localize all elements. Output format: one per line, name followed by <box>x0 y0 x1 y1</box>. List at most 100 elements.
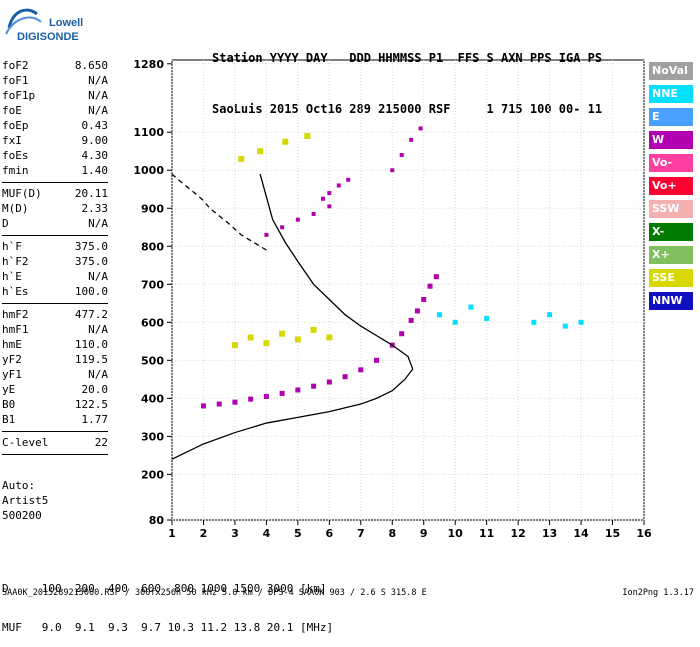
param-value: 20.11 <box>74 187 108 200</box>
third-hop-point <box>346 177 351 182</box>
param-row: hmE 110.0 <box>2 337 108 352</box>
header-line1: Station YYYY DAY DDD HHMMSS P1 FFS S AXN… <box>212 51 603 65</box>
es-cloud-point <box>257 148 264 155</box>
es-cloud-point <box>231 342 238 349</box>
second-hop-point <box>311 211 316 216</box>
param-row: foE N/A <box>2 103 108 118</box>
y-tick-label: 1100 <box>133 126 164 139</box>
legend-item: NoVal <box>649 62 693 80</box>
profile-extrapolation <box>171 173 267 251</box>
param-name: B1 <box>2 413 16 426</box>
f-trace-point <box>216 401 222 407</box>
es-cloud-point <box>294 336 301 343</box>
f-trace-point <box>427 283 433 289</box>
f-trace-point <box>326 379 332 385</box>
param-row: yF2 119.5 <box>2 352 108 367</box>
param-row: foEs 4.30 <box>2 148 108 163</box>
es-cloud-point <box>263 340 270 347</box>
x-tick-label: 14 <box>573 527 589 540</box>
param-name: hmF2 <box>2 308 29 321</box>
f-trace-point <box>399 331 405 337</box>
param-name: foEs <box>2 149 29 162</box>
muf-value-row: MUF 9.0 9.1 9.3 9.7 10.3 11.2 13.8 20.1 … <box>2 621 334 634</box>
param-name: yF2 <box>2 353 22 366</box>
spread-point <box>562 323 568 329</box>
param-value: 100.0 <box>74 285 108 298</box>
electron-density-profile <box>171 173 414 460</box>
param-divider <box>2 235 108 236</box>
x-tick-label: 7 <box>357 527 365 540</box>
f-trace-point <box>279 390 285 396</box>
legend-item: W <box>649 131 693 149</box>
auto-line3: 500200 <box>2 509 42 522</box>
param-row: h`F2 375.0 <box>2 254 108 269</box>
x-tick-label: 11 <box>479 527 494 540</box>
param-name: h`E <box>2 270 22 283</box>
spread-point <box>578 319 584 325</box>
f-trace-point <box>311 383 317 389</box>
param-name: foF1p <box>2 89 36 102</box>
y-tick-label: 700 <box>141 278 164 291</box>
f-trace-point <box>433 274 439 280</box>
es-cloud-point <box>279 330 286 337</box>
x-tick-label: 12 <box>510 527 525 540</box>
header-line2: SaoLuis 2015 Oct16 289 215000 RSF 1 715 … <box>212 102 603 116</box>
param-row: foF2 8.650 <box>2 58 108 73</box>
param-name: yF1 <box>2 368 22 381</box>
y-tick-label: 800 <box>141 240 164 253</box>
param-value: 8.650 <box>74 59 108 72</box>
lowell-digisonde-logo: Lowell DIGISONDE <box>5 8 83 43</box>
legend-item: X+ <box>649 246 693 264</box>
param-value: 375.0 <box>74 240 108 253</box>
param-name: M(D) <box>2 202 29 215</box>
f-trace-point <box>358 367 364 373</box>
spread-point <box>484 316 490 322</box>
legend-item: X- <box>649 223 693 241</box>
param-row: hmF2 477.2 <box>2 307 108 322</box>
second-hop-point <box>264 232 269 237</box>
footer-info: SAA0K_2015289215000.RSF / 300fx256h 50 k… <box>2 588 427 598</box>
auto-line1: Auto: <box>2 479 36 492</box>
param-value: 110.0 <box>74 338 108 351</box>
param-name: foE <box>2 104 22 117</box>
param-name: foF1 <box>2 74 29 87</box>
y-tick-label: 400 <box>141 392 164 405</box>
autoscaling-info: Auto: Artist5 500200 <box>2 478 48 523</box>
x-tick-label: 3 <box>231 527 239 540</box>
param-row: yF1 N/A <box>2 367 108 382</box>
legend-item: Vo+ <box>649 177 693 195</box>
f-trace-point <box>421 297 427 303</box>
spread-point <box>531 319 537 325</box>
f-trace-point <box>408 317 414 323</box>
second-hop-point <box>295 217 300 222</box>
param-row: B1 1.77 <box>2 412 108 427</box>
legend: NoVal NNE E W Vo- Vo+ SSW X- X+ SSE NNW <box>649 62 693 315</box>
spread-point <box>468 304 474 310</box>
param-row: D N/A <box>2 216 108 231</box>
es-cloud-point <box>238 155 245 162</box>
third-hop-point <box>321 196 326 201</box>
param-row: h`Es 100.0 <box>2 284 108 299</box>
third-hop-point <box>327 191 332 196</box>
f-trace-point <box>248 396 254 402</box>
param-name: fxI <box>2 134 22 147</box>
x-tick-label: 9 <box>420 527 428 540</box>
x-tick-label: 15 <box>605 527 620 540</box>
param-divider <box>2 431 108 432</box>
es-cloud-point <box>326 334 333 341</box>
param-row: foF1 N/A <box>2 73 108 88</box>
param-value: 9.00 <box>81 134 109 147</box>
param-divider <box>2 303 108 304</box>
param-name: hmF1 <box>2 323 29 336</box>
param-value: 20.0 <box>81 383 109 396</box>
x-tick-label: 2 <box>200 527 208 540</box>
param-row: h`F 375.0 <box>2 239 108 254</box>
param-row: fxI 9.00 <box>2 133 108 148</box>
f-trace-point <box>232 399 238 405</box>
param-value: N/A <box>88 323 108 336</box>
param-value: 375.0 <box>74 255 108 268</box>
param-row: M(D) 2.33 <box>2 201 108 216</box>
f-trace-point <box>414 308 420 314</box>
param-name: fmin <box>2 164 29 177</box>
high-trace-point <box>418 126 423 131</box>
